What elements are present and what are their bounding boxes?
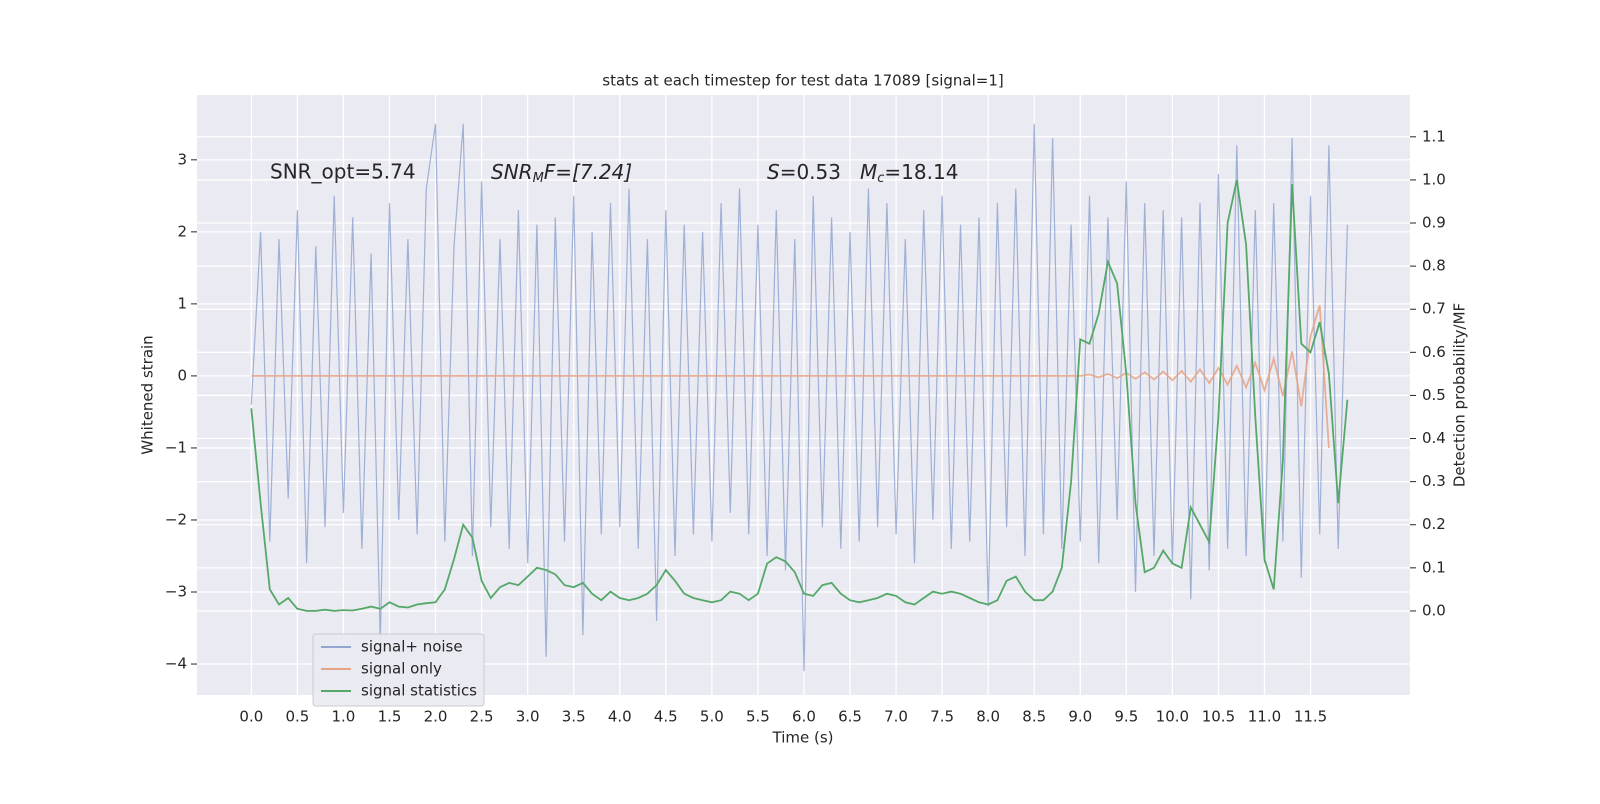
y2-tick-label: 1.1 xyxy=(1422,127,1446,145)
y2-tick-label: 0.9 xyxy=(1422,214,1446,232)
x-tick-label: 10.5 xyxy=(1202,708,1235,726)
x-tick-label: 8.5 xyxy=(1022,708,1046,726)
x-tick-label: 11.0 xyxy=(1248,708,1281,726)
x-tick-label: 2.5 xyxy=(470,708,494,726)
y-tick-label: 3 xyxy=(177,150,187,168)
x-tick-label: 10.0 xyxy=(1156,708,1189,726)
y2-tick-label: 0.1 xyxy=(1422,558,1446,576)
x-tick-label: 4.5 xyxy=(654,708,678,726)
annotation: SNRMF=[7.24] xyxy=(491,160,632,186)
chart-title: stats at each timestep for test data 170… xyxy=(602,72,1003,90)
x-tick-label: 5.0 xyxy=(700,708,724,726)
x-axis-label: Time (s) xyxy=(772,729,834,747)
y2-tick-label: 1.0 xyxy=(1422,170,1446,188)
legend-box xyxy=(312,633,485,707)
x-tick-label: 9.5 xyxy=(1114,708,1138,726)
x-tick-label: 4.0 xyxy=(608,708,632,726)
annotation: S=0.53 xyxy=(767,160,841,184)
y2-tick-label: 0.2 xyxy=(1422,515,1446,533)
annotation-sub: c xyxy=(877,171,884,186)
annotation-part: S xyxy=(767,160,780,184)
x-tick-label: 7.5 xyxy=(930,708,954,726)
y2-tick-label: 0.5 xyxy=(1422,386,1446,404)
y-tick-label: −1 xyxy=(165,438,187,456)
legend-label: signal+ noise xyxy=(361,638,463,656)
annotation-part: F=[7.24] xyxy=(544,160,632,184)
x-tick-label: 5.5 xyxy=(746,708,770,726)
annotation-sub: M xyxy=(533,171,544,186)
y2-tick-label: 0.0 xyxy=(1422,601,1446,619)
annotation-part: =0.53 xyxy=(780,160,841,184)
annotation-part: SNR xyxy=(491,160,533,184)
y2-tick-label: 0.4 xyxy=(1422,429,1446,447)
legend: signal+ noise signal only signal statistic… xyxy=(312,633,485,707)
y-tick-label: −2 xyxy=(165,510,187,528)
y-tick-label: 2 xyxy=(177,222,187,240)
annotation: Mc=18.14 xyxy=(860,160,958,186)
x-tick-label: 1.5 xyxy=(378,708,402,726)
x-tick-label: 0.0 xyxy=(239,708,263,726)
y2-tick-label: 0.6 xyxy=(1422,343,1446,361)
legend-label: signal only xyxy=(361,660,442,678)
x-tick-label: 1.0 xyxy=(332,708,356,726)
x-tick-label: 8.0 xyxy=(976,708,1000,726)
annotation-part: M xyxy=(860,160,877,184)
series-line xyxy=(250,179,1349,612)
annotation-part: =18.14 xyxy=(884,160,958,184)
y-tick-label: −3 xyxy=(165,582,187,600)
y-tick-label: −4 xyxy=(165,655,187,673)
y2-tick-label: 0.8 xyxy=(1422,257,1446,275)
y2-axis-label: Detection probability/MF xyxy=(1451,303,1469,487)
labels: 0.0 0.5 1.0 1.5 2.0 2.5 3.0 3.5 4.0 4.5 5.0 5.5 6.0 6… xyxy=(165,127,1446,725)
marks xyxy=(250,123,1349,672)
y-tick-label: 1 xyxy=(177,294,187,312)
x-tick-label: 3.5 xyxy=(562,708,586,726)
y-tick-label: 0 xyxy=(177,366,187,384)
x-tick-label: 0.5 xyxy=(285,708,309,726)
x-tick-label: 6.0 xyxy=(792,708,816,726)
x-tick-label: 6.5 xyxy=(838,708,862,726)
x-tick-label: 11.5 xyxy=(1294,708,1327,726)
legend-label: signal statistics xyxy=(361,682,477,700)
x-tick-label: 7.0 xyxy=(884,708,908,726)
x-tick-label: 9.0 xyxy=(1068,708,1092,726)
annotation: SNR_opt=5.74 xyxy=(270,160,416,184)
x-tick-label: 2.0 xyxy=(424,708,448,726)
x-tick-label: 3.0 xyxy=(516,708,540,726)
y-axis-label: Whitened strain xyxy=(139,335,157,454)
y2-tick-label: 0.3 xyxy=(1422,472,1446,490)
y2-tick-label: 0.7 xyxy=(1422,300,1446,318)
series-line xyxy=(250,123,1348,672)
